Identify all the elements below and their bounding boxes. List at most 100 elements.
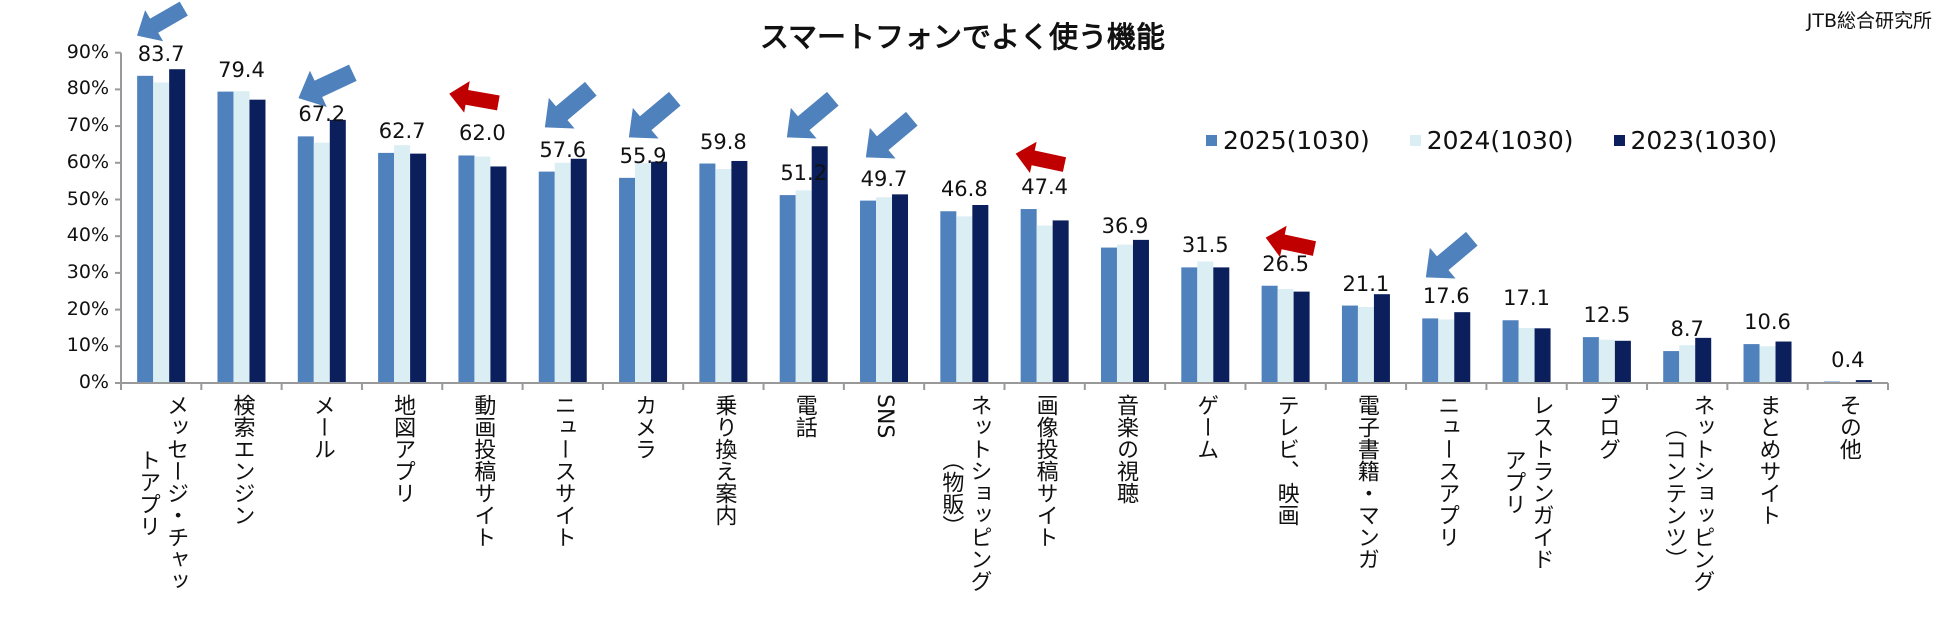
legend-label-2025: 2025(1030) <box>1223 126 1370 155</box>
bar-2024 <box>635 163 652 383</box>
data-label: 10.6 <box>1744 310 1791 335</box>
bar-2025 <box>1261 285 1278 383</box>
source-label: JTB総合研究所 <box>1806 10 1932 32</box>
bar-2023 <box>1775 341 1792 383</box>
bar-2023 <box>1614 340 1631 383</box>
category-label: ゲーム <box>1193 394 1219 460</box>
y-tick-label: 60% <box>66 150 109 173</box>
data-label: 62.0 <box>459 121 506 146</box>
data-label: 26.5 <box>1262 251 1309 276</box>
data-label: 8.7 <box>1670 317 1704 342</box>
category-label: ニュースアプリ <box>1434 394 1460 548</box>
data-label: 17.1 <box>1503 286 1550 311</box>
blue-arrow-icon <box>1425 231 1478 279</box>
bar-2023 <box>490 166 507 383</box>
data-label: 12.5 <box>1583 303 1631 328</box>
y-tick-label: 20% <box>66 297 109 320</box>
legend: 2025(1030) 2024(1030) 2023(1030) <box>1206 126 1777 155</box>
y-tick-label: 0% <box>78 371 109 393</box>
bar-2024 <box>313 142 330 383</box>
category-label: 音楽の視聴 <box>1112 394 1138 504</box>
bar-2025 <box>699 163 716 383</box>
category-label: その他 <box>1835 394 1861 460</box>
y-tick-label: 70% <box>66 114 109 137</box>
bar-2024 <box>1197 261 1214 383</box>
bar-2025 <box>1100 247 1117 383</box>
bar-2023 <box>329 119 346 384</box>
category-label: レストランガイド アプリ <box>1500 394 1554 570</box>
bar-2024 <box>1438 319 1455 383</box>
bar-2025 <box>860 200 877 383</box>
legend-item-2025: 2025(1030) <box>1206 126 1370 155</box>
data-label: 57.6 <box>539 137 587 162</box>
axes-group <box>115 51 1889 390</box>
bar-2023 <box>410 153 427 383</box>
bar-2023 <box>651 161 668 383</box>
bar-2024 <box>1759 346 1776 383</box>
bar-2024 <box>1679 345 1696 383</box>
bar-2024 <box>1277 289 1294 383</box>
legend-label-2023: 2023(1030) <box>1630 126 1778 155</box>
blue-arrow-icon <box>786 91 839 139</box>
bar-2025 <box>1422 318 1439 383</box>
legend-swatch-2024 <box>1409 135 1421 146</box>
bar-2025 <box>1020 209 1037 383</box>
bar-2024 <box>474 156 491 383</box>
category-label: 電子書籍・マンガ <box>1353 394 1379 570</box>
bar-2023 <box>169 69 186 383</box>
bar-2025 <box>1582 337 1599 383</box>
data-label: 17.6 <box>1422 284 1470 309</box>
chart-title: スマートフォンでよく使う機能 <box>759 20 1166 54</box>
bar-2025 <box>217 91 234 384</box>
bar-2023 <box>249 99 266 384</box>
data-label: 46.8 <box>940 177 988 202</box>
bar-2024 <box>153 82 170 383</box>
bar-2023 <box>1293 291 1310 383</box>
bar-2024 <box>554 162 571 383</box>
bar-2025 <box>1663 351 1680 383</box>
blue-arrow-icon <box>298 64 357 107</box>
annotation-arrows <box>137 1 1478 279</box>
bar-2023 <box>1695 337 1712 383</box>
red-arrow-icon <box>1015 141 1067 174</box>
bar-2025 <box>297 136 314 383</box>
bar-2025 <box>458 155 475 383</box>
bar-2023 <box>892 194 909 383</box>
data-label: 59.8 <box>699 129 747 154</box>
data-label: 31.5 <box>1181 233 1229 258</box>
y-tick-label: 90% <box>66 40 109 63</box>
bar-2024 <box>1036 225 1053 383</box>
data-label: 36.9 <box>1101 213 1149 238</box>
data-label: 83.7 <box>137 41 185 66</box>
bar-2023 <box>1052 220 1069 383</box>
bar-2024 <box>956 216 973 383</box>
bar-2023 <box>972 205 989 383</box>
data-label: 21.1 <box>1342 271 1390 296</box>
bar-2023 <box>811 146 828 383</box>
bar-2023 <box>1373 294 1390 383</box>
category-label: ネットショッピング （コンテンツ） <box>1661 394 1715 592</box>
bar-2025 <box>378 152 395 383</box>
bar-2023 <box>1534 328 1551 383</box>
bar-2023 <box>1132 239 1149 383</box>
data-label: 47.4 <box>1021 175 1069 200</box>
category-label: ブログ <box>1594 394 1620 460</box>
bar-2025 <box>779 195 796 383</box>
bar-2024 <box>233 91 250 384</box>
bar-2025 <box>538 171 555 383</box>
data-label: 62.7 <box>378 118 426 143</box>
bar-2023 <box>731 160 748 383</box>
category-label: SNS <box>872 394 898 439</box>
category-label: ネットショッピング （物販） <box>938 394 992 592</box>
bars-group <box>137 69 1872 384</box>
category-label: ニュースサイト <box>550 394 576 548</box>
category-label: 画像投稿サイト <box>1032 394 1058 548</box>
bar-2025 <box>619 177 636 383</box>
data-label: 67.2 <box>298 102 346 127</box>
red-arrow-icon <box>1265 225 1317 258</box>
category-label: 動画投稿サイト <box>470 394 496 548</box>
category-label: 電話 <box>791 394 817 438</box>
category-label: まとめサイト <box>1755 394 1781 526</box>
category-label: 地図アプリ <box>390 394 416 504</box>
